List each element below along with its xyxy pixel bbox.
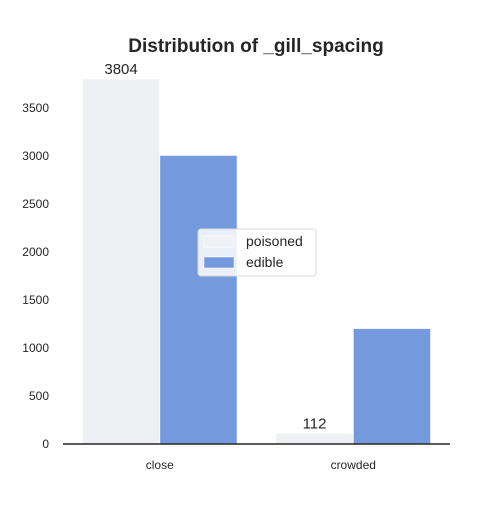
y-axis: 0 500 1000 1500 2000 2500 3000 3500 xyxy=(22,101,49,451)
legend-swatch-edible xyxy=(203,256,235,269)
data-labels-group: 3804 112 xyxy=(104,61,326,432)
y-tick-label: 1500 xyxy=(22,293,49,307)
y-tick-label: 2000 xyxy=(22,245,49,259)
legend-label-edible: edible xyxy=(246,254,284,270)
legend-label-poisoned: poisoned xyxy=(246,233,303,249)
y-tick-label: 2500 xyxy=(22,197,49,211)
bar-poisoned-close xyxy=(81,78,161,445)
x-tick-label: close xyxy=(146,458,174,472)
bar-edible-close xyxy=(159,154,238,445)
bar-poisoned-crowded xyxy=(275,432,354,445)
legend-swatch-poisoned xyxy=(203,235,235,248)
data-label: 112 xyxy=(303,415,327,432)
y-tick-label: 1000 xyxy=(22,341,49,355)
bars-group xyxy=(81,78,432,445)
x-tick-label: crowded xyxy=(331,458,376,472)
x-axis: close crowded xyxy=(146,458,376,472)
y-tick-label: 3000 xyxy=(22,149,49,163)
y-tick-label: 500 xyxy=(29,389,49,403)
y-tick-label: 0 xyxy=(42,437,49,451)
chart-title: Distribution of _gill_spacing xyxy=(128,36,383,57)
y-tick-label: 3500 xyxy=(22,101,49,115)
legend: poisoned edible xyxy=(197,228,317,277)
data-label: 3804 xyxy=(104,61,137,78)
bar-edible-crowded xyxy=(352,328,432,445)
